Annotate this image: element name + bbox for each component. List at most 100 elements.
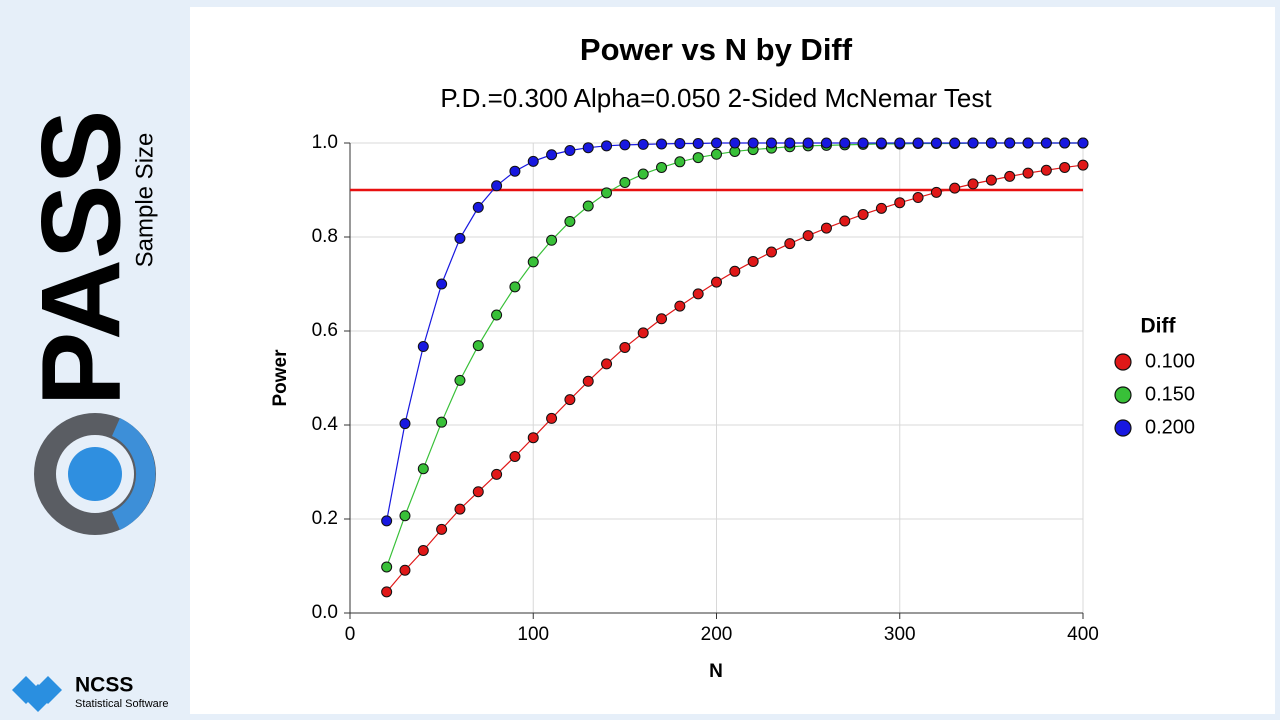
data-point [436, 278, 448, 290]
data-point [417, 544, 429, 556]
data-point [564, 215, 576, 227]
data-point [967, 178, 979, 190]
data-point [454, 374, 466, 386]
data-point [491, 468, 503, 480]
data-point [985, 137, 997, 149]
data-point [527, 256, 539, 268]
data-point [582, 142, 594, 154]
data-point [692, 152, 704, 164]
data-point [637, 168, 649, 180]
x-tick-label: 300 [884, 624, 916, 645]
brand-product: PASS [19, 110, 144, 407]
data-point [1077, 137, 1089, 149]
data-point [601, 187, 613, 199]
data-point [839, 215, 851, 227]
data-point [912, 137, 924, 149]
data-point [472, 486, 484, 498]
brand-tagline: Sample Size [131, 133, 158, 268]
data-point [1004, 137, 1016, 149]
y-axis-label: Power [270, 349, 291, 407]
data-point [674, 156, 686, 168]
data-point [399, 418, 411, 430]
x-axis-label: N [709, 661, 723, 682]
y-tick-label: 0.4 [312, 414, 339, 435]
data-point [601, 140, 613, 152]
data-point [784, 137, 796, 149]
data-point [381, 586, 393, 598]
x-tick-label: 0 [345, 624, 356, 645]
data-point [857, 137, 869, 149]
data-point [692, 137, 704, 149]
x-tick-label: 400 [1067, 624, 1099, 645]
data-point [894, 137, 906, 149]
data-point [747, 137, 759, 149]
legend-label: 0.150 [1145, 383, 1195, 405]
data-point [454, 503, 466, 515]
company-name: NCSS [75, 674, 133, 697]
data-point [985, 174, 997, 186]
data-point [674, 137, 686, 149]
data-point [472, 201, 484, 213]
data-point [711, 137, 722, 149]
data-point [729, 265, 741, 277]
data-point [656, 161, 668, 173]
company-logo [12, 676, 62, 712]
data-point [912, 192, 924, 204]
data-point [1022, 167, 1034, 179]
y-tick-label: 0.0 [312, 602, 338, 623]
data-point [381, 515, 393, 527]
data-point [619, 341, 631, 353]
legend-marker [1114, 419, 1132, 437]
data-point [509, 165, 521, 177]
data-point [601, 358, 613, 370]
data-point [454, 232, 466, 244]
data-point [711, 148, 722, 160]
data-point [784, 238, 796, 250]
legend-label: 0.200 [1145, 416, 1195, 438]
data-point [1077, 159, 1089, 171]
data-point [491, 309, 503, 321]
data-point [509, 281, 521, 293]
chart-title: Power vs N by Diff [580, 32, 853, 67]
data-point [1059, 161, 1071, 173]
data-point [619, 176, 631, 188]
data-point [802, 137, 814, 149]
legend-marker [1114, 386, 1132, 404]
data-point [564, 394, 576, 406]
data-point [802, 230, 814, 242]
data-point [546, 412, 558, 424]
y-tick-label: 0.2 [312, 508, 338, 529]
data-point [546, 149, 558, 161]
y-tick-label: 0.8 [312, 226, 338, 247]
data-point [619, 139, 631, 151]
legend-marker [1114, 353, 1132, 371]
data-point [472, 340, 484, 352]
data-point [656, 313, 668, 325]
y-tick-label: 1.0 [312, 132, 338, 153]
data-point [637, 327, 649, 339]
legend-label: 0.100 [1145, 350, 1195, 372]
data-point [436, 416, 448, 428]
company-tagline: Statistical Software [75, 698, 169, 710]
data-point [582, 200, 594, 212]
data-point [765, 137, 777, 149]
data-point [399, 564, 411, 576]
data-point [765, 246, 777, 258]
data-point [820, 137, 832, 149]
data-point [692, 288, 704, 300]
data-point [417, 463, 429, 475]
data-point [967, 137, 979, 149]
data-point [381, 561, 393, 573]
data-point [930, 137, 942, 149]
data-point [546, 234, 558, 246]
data-point [1004, 170, 1016, 182]
data-point [637, 138, 649, 150]
chart-subtitle: P.D.=0.300 Alpha=0.050 2-Sided McNemar T… [440, 83, 992, 113]
data-point [729, 137, 741, 149]
data-point [875, 202, 887, 214]
data-point [949, 182, 961, 194]
data-point [417, 341, 429, 353]
data-point [436, 523, 448, 535]
